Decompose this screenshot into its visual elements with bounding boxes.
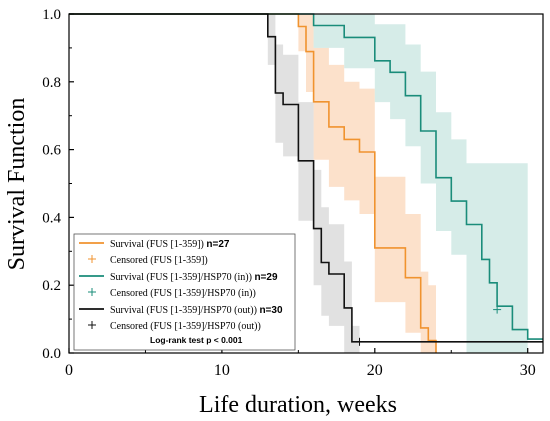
x-tick-label: 10 — [214, 362, 230, 379]
legend-n-in: n=29 — [254, 272, 278, 283]
x-tick-label: 0 — [65, 362, 73, 379]
x-tick-label: 30 — [520, 362, 536, 379]
legend-n-out: n=30 — [259, 305, 283, 316]
censored-mark-in-0 — [493, 305, 502, 314]
confidence-bands — [69, 14, 528, 353]
legend-n-fus: n=27 — [206, 239, 230, 250]
censored-mark-out-0 — [355, 337, 364, 346]
legend-label-fus: Survival (FUS [1-359]) n=27 — [110, 239, 230, 250]
legend-censored-entry-fus: Censored (FUS [1-359]) — [88, 255, 208, 266]
y-tick-label: 0.6 — [42, 143, 61, 159]
legend-box — [73, 233, 296, 351]
legend-label-in: Survival (FUS [1-359]/HSP70 (in)) n=29 — [110, 272, 278, 283]
ci-band-out — [69, 14, 360, 353]
survival-curves — [69, 13, 543, 353]
ci-band-in — [69, 14, 528, 353]
y-tick-label: 0.2 — [42, 278, 61, 294]
legend-entry-fus: Survival (FUS [1-359]) n=27 — [79, 239, 230, 250]
survival-line-in — [69, 13, 543, 340]
legend: Survival (FUS [1-359]) n=27 Censored (FUS… — [73, 233, 296, 351]
legend-entry-out: Survival (FUS [1-359]/HSP70 (out)) n=30 — [79, 305, 283, 316]
legend-censored-label-fus: Censored (FUS [1-359]) — [110, 255, 208, 266]
legend-censored-label-in: Censored (FUS [1-359]/HSP70 (in)) — [110, 288, 256, 299]
legend-censored-entry-in: Censored (FUS [1-359]/HSP70 (in)) — [88, 288, 256, 299]
legend-label-out: Survival (FUS [1-359]/HSP70 (out)) n=30 — [110, 305, 283, 316]
y-tick-label: 1.0 — [42, 7, 61, 23]
legend-entry-in: Survival (FUS [1-359]/HSP70 (in)) n=29 — [79, 272, 278, 283]
legend-censored-entry-out: Censored (FUS [1-359]/HSP70 (out)) — [88, 321, 261, 332]
x-tick-label: 20 — [367, 362, 383, 379]
survival-line-fus — [69, 13, 437, 353]
log-rank-note: Log-rank test p < 0.001 — [150, 335, 243, 345]
y-axis-title: Survival Function — [4, 98, 30, 271]
y-tick-label: 0.0 — [42, 346, 61, 362]
survival-line-out — [69, 13, 543, 343]
y-tick-label: 0.8 — [42, 75, 61, 91]
legend-censored-label-out: Censored (FUS [1-359]/HSP70 (out)) — [110, 321, 261, 332]
axes: 0 10 20 30 0.0 0.2 0.4 0.6 0.8 1.0 — [42, 7, 544, 379]
censored-markers — [355, 305, 502, 346]
ci-band-fus — [69, 14, 436, 353]
y-tick-label: 0.4 — [42, 210, 61, 226]
x-axis-title: Life duration, weeks — [199, 392, 397, 418]
